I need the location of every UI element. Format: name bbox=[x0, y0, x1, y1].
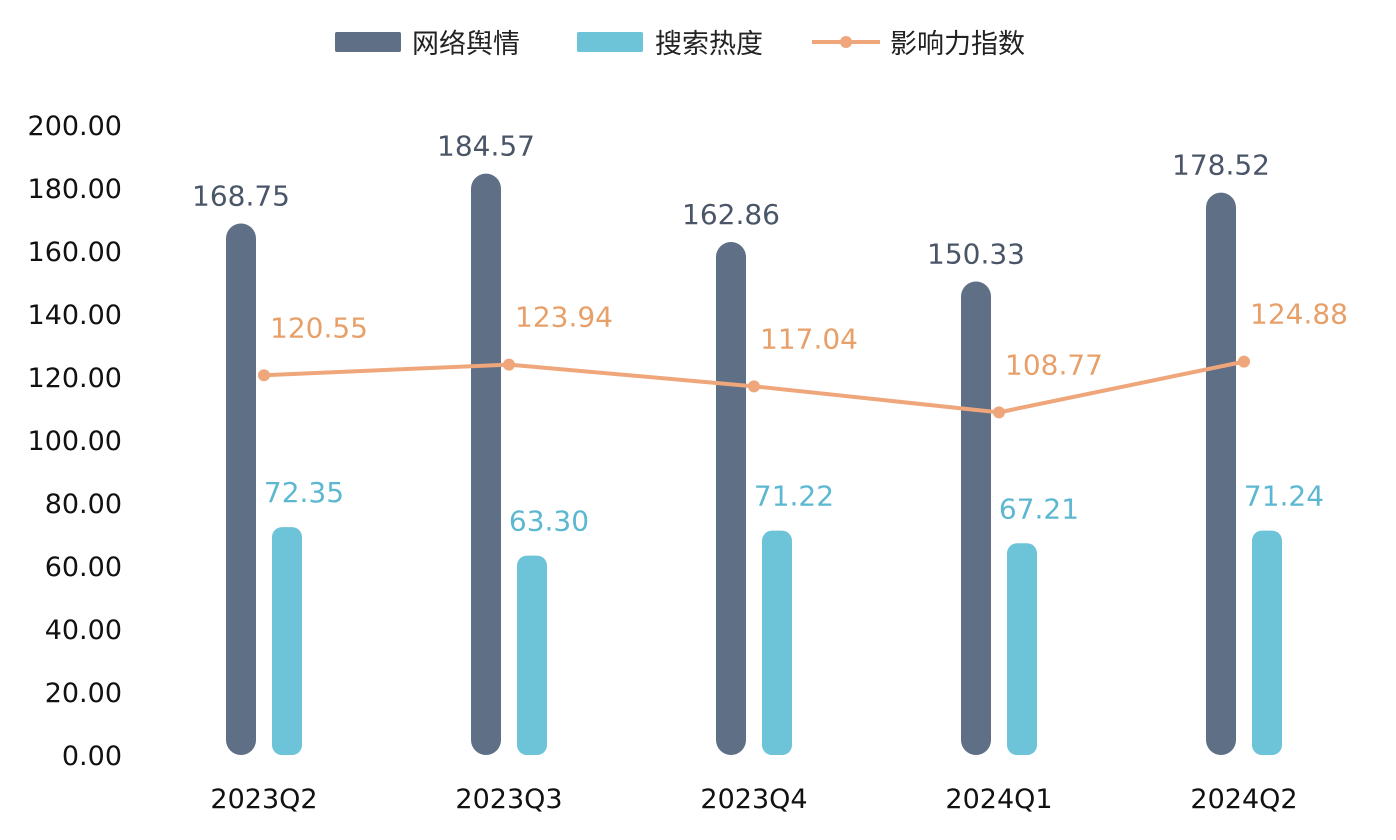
legend-item-search[interactable]: 搜索热度 bbox=[577, 29, 763, 60]
data-labels: 168.75 72.35 184.57 63.30 162.86 71.22 150.33 6… bbox=[192, 130, 1348, 538]
x-tick-label: 2023Q2 bbox=[210, 784, 317, 815]
y-tick-label: 160.00 bbox=[28, 237, 122, 268]
data-label-main: 168.75 bbox=[192, 179, 290, 212]
bar-search[interactable] bbox=[1252, 530, 1282, 755]
y-tick-label: 60.00 bbox=[45, 552, 122, 583]
data-label-index: 108.77 bbox=[1005, 348, 1103, 381]
bar-main[interactable] bbox=[716, 241, 746, 756]
data-label-index: 123.94 bbox=[515, 301, 613, 334]
y-tick-label: 180.00 bbox=[28, 174, 122, 205]
x-tick-label: 2024Q1 bbox=[945, 784, 1052, 815]
data-label-main: 162.86 bbox=[682, 198, 780, 231]
index-point[interactable] bbox=[503, 358, 515, 371]
bar-search[interactable] bbox=[1007, 543, 1037, 755]
legend-label-main: 网络舆情 bbox=[412, 29, 520, 60]
y-tick-label: 20.00 bbox=[45, 678, 122, 709]
bar-search[interactable] bbox=[272, 527, 302, 755]
data-label-search: 72.35 bbox=[264, 476, 344, 509]
legend-label-search: 搜索热度 bbox=[655, 29, 763, 60]
data-label-main: 150.33 bbox=[927, 237, 1025, 270]
index-point[interactable] bbox=[993, 406, 1005, 419]
bar-main[interactable] bbox=[226, 223, 256, 755]
x-tick-label: 2024Q2 bbox=[1190, 784, 1297, 815]
y-tick-label: 80.00 bbox=[45, 489, 122, 520]
bar-search[interactable] bbox=[762, 530, 792, 755]
bar-search[interactable] bbox=[517, 555, 547, 755]
legend: 网络舆情 搜索热度 影响力指数 bbox=[335, 29, 1025, 60]
y-tick-label: 120.00 bbox=[28, 363, 122, 394]
y-tick-label: 0.00 bbox=[62, 741, 122, 772]
legend-item-main[interactable]: 网络舆情 bbox=[335, 29, 520, 60]
index-line-group bbox=[258, 355, 1250, 419]
data-label-search: 71.24 bbox=[1244, 480, 1324, 513]
y-axis: 0.00 20.00 40.00 60.00 80.00 100.00 120.00 140.… bbox=[28, 111, 122, 772]
bars bbox=[226, 173, 1282, 756]
data-label-search: 67.21 bbox=[999, 492, 1079, 525]
index-point[interactable] bbox=[748, 380, 760, 393]
legend-marker-index bbox=[840, 36, 852, 48]
data-label-main: 184.57 bbox=[437, 130, 535, 163]
data-label-main: 178.52 bbox=[1172, 149, 1270, 182]
index-point[interactable] bbox=[1238, 355, 1250, 368]
data-label-index: 120.55 bbox=[270, 311, 368, 344]
x-tick-label: 2023Q3 bbox=[455, 784, 562, 815]
index-point[interactable] bbox=[258, 369, 270, 382]
x-tick-label: 2023Q4 bbox=[700, 784, 807, 815]
legend-item-index[interactable]: 影响力指数 bbox=[812, 29, 1025, 60]
y-tick-label: 100.00 bbox=[28, 426, 122, 457]
bar-main[interactable] bbox=[961, 281, 991, 755]
data-label-index: 124.88 bbox=[1250, 298, 1348, 331]
bar-main[interactable] bbox=[471, 173, 501, 756]
y-tick-label: 200.00 bbox=[28, 111, 122, 142]
y-tick-label: 140.00 bbox=[28, 300, 122, 331]
y-tick-label: 40.00 bbox=[45, 615, 122, 646]
bar-main[interactable] bbox=[1206, 192, 1236, 756]
legend-swatch-main bbox=[335, 32, 401, 52]
x-axis: 2023Q2 2023Q3 2023Q4 2024Q1 2024Q2 bbox=[210, 784, 1297, 815]
data-label-search: 63.30 bbox=[509, 505, 589, 538]
data-label-index: 117.04 bbox=[760, 322, 858, 355]
legend-swatch-search bbox=[577, 32, 643, 52]
data-label-search: 71.22 bbox=[754, 480, 834, 513]
legend-label-index: 影响力指数 bbox=[890, 29, 1025, 60]
